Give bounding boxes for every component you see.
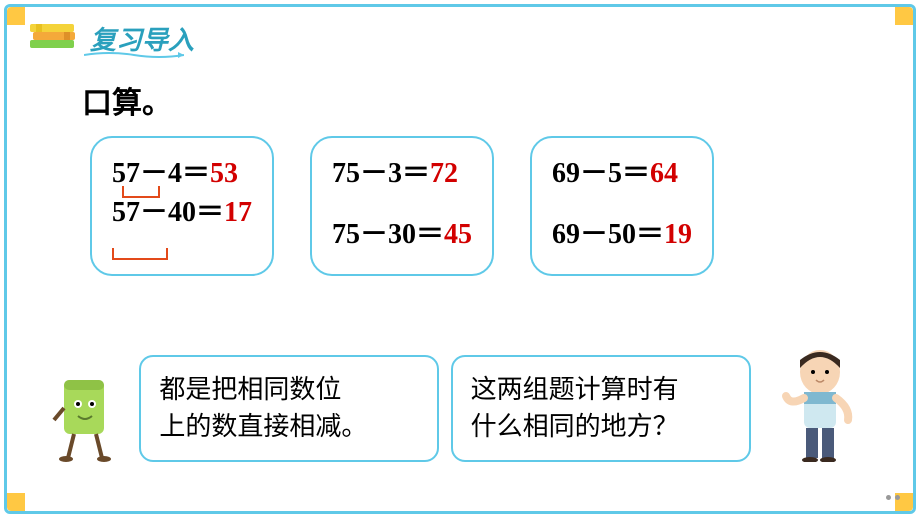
problem-card: 69－5＝64 69－50＝19 — [530, 136, 714, 276]
equation: 69－5＝64 — [552, 154, 692, 193]
bracket-annotation — [112, 248, 168, 260]
equation: 57－40＝17 — [112, 193, 252, 232]
problem-cards: 57－4＝53 57－40＝17 75－3＝72 75－30＝45 69－5＝6… — [90, 136, 714, 276]
section-title: 口算。 — [82, 78, 172, 122]
equation-answer: 17 — [224, 197, 252, 228]
equation-lhs: 57－40＝ — [112, 197, 224, 228]
corner-decoration — [7, 7, 25, 25]
problem-card: 75－3＝72 75－30＝45 — [310, 136, 494, 276]
problem-card: 57－4＝53 57－40＝17 — [90, 136, 274, 276]
book-mascot-icon — [50, 362, 120, 462]
equation-answer: 72 — [430, 158, 458, 189]
bubble-text: 上的数直接相减。 — [159, 408, 419, 446]
speech-bubble-left: 都是把相同数位 上的数直接相减。 — [139, 355, 439, 462]
equation-answer: 19 — [664, 219, 692, 250]
corner-decoration — [895, 7, 913, 25]
equation: 75－3＝72 — [332, 154, 472, 193]
header-underline — [84, 51, 184, 59]
bubble-text: 这两组题计算时有 — [471, 371, 731, 409]
equation-lhs: 75－3＝ — [332, 158, 430, 189]
speech-bubble-right: 这两组题计算时有 什么相同的地方？ — [451, 355, 751, 462]
equation: 69－50＝19 — [552, 215, 692, 254]
bubble-text: 都是把相同数位 — [159, 371, 419, 409]
bracket-annotation — [122, 186, 160, 198]
bottom-area: 都是把相同数位 上的数直接相减。 这两组题计算时有 什么相同的地方？ — [50, 342, 870, 462]
equation-lhs: 75－30＝ — [332, 219, 444, 250]
equation-answer: 64 — [650, 158, 678, 189]
equation-lhs: 69－50＝ — [552, 219, 664, 250]
books-icon — [24, 18, 84, 58]
equation: 75－30＝45 — [332, 215, 472, 254]
page-indicator-icon — [886, 490, 904, 504]
teacher-mascot-icon — [770, 342, 870, 462]
corner-decoration — [7, 493, 25, 511]
bubble-text: 什么相同的地方？ — [471, 408, 731, 446]
equation-answer: 45 — [444, 219, 472, 250]
equation-lhs: 57－4＝ — [112, 158, 210, 189]
equation-lhs: 69－5＝ — [552, 158, 650, 189]
equation-answer: 53 — [210, 158, 238, 189]
